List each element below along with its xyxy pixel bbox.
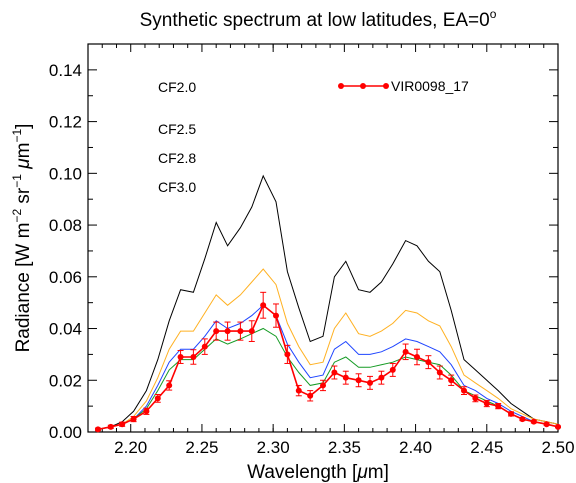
observed-point [107,423,114,430]
legend-observed-dot [360,83,366,89]
observed-point [414,353,420,360]
observed-point [355,377,362,384]
y-tick-label: 0.06 [49,268,82,287]
observed-point [154,395,161,402]
observed-point [472,395,479,402]
observed-series [94,291,561,433]
observed-point [461,387,467,394]
observed-point [190,353,197,360]
observed-point [295,387,302,394]
observed-point [273,312,279,319]
x-tick-label: 2.35 [328,438,361,457]
x-tick-label: 2.45 [470,438,503,457]
observed-point [166,382,173,389]
observed-point [213,328,220,335]
plot-frame [87,43,559,433]
legend-observed-dot [383,83,389,89]
observed-point [508,410,514,417]
observed-point [284,351,291,358]
observed-point [389,366,396,373]
observed-point [495,403,502,410]
x-tick-label: 2.40 [399,438,432,457]
series-line-cf28 [97,304,559,430]
observed-point [320,382,326,389]
legend-cf28: CF2.8 [158,150,196,166]
legend-observed-dot [338,83,344,89]
legend-observed: VIR0098_17 [338,78,469,94]
observed-point [530,418,537,425]
observed-point [130,416,137,423]
observed-point [402,348,409,355]
observed-point [237,328,244,335]
observed-point [248,328,255,335]
observed-point [177,353,184,360]
observed-point [436,369,443,376]
y-tick-label: 0.04 [49,320,82,339]
observed-point [94,426,101,433]
observed-point [543,421,550,428]
observed-point [224,328,231,335]
y-tick-label: 0.00 [49,423,82,442]
series-line-cf30 [97,327,559,430]
observed-point [342,374,349,381]
y-tick-label: 0.08 [49,216,82,235]
y-tick-label: 0.10 [49,164,82,183]
observed-point [143,408,150,415]
x-tick-label: 2.30 [257,438,290,457]
legend-observed-label: VIR0098_17 [391,78,469,94]
legend-cf30: CF3.0 [158,179,196,195]
series-line-cf25 [97,268,559,430]
x-tick-label: 2.20 [114,438,147,457]
y-tick-label: 0.14 [49,61,82,80]
model-series [97,174,559,430]
legend-cf20: CF2.0 [158,79,196,95]
observed-point [519,416,526,423]
observed-point [119,421,126,428]
observed-point [367,379,373,386]
observed-point [555,423,561,430]
observed-point [425,359,432,366]
y-tick-label: 0.02 [49,371,82,390]
x-tick-label: 2.25 [185,438,218,457]
observed-point [448,377,455,384]
chart-title: Synthetic spectrum at low latitudes, EA=… [140,7,497,31]
series-line-cf20 [97,174,559,430]
observed-point [331,369,338,376]
observed-line [97,304,559,431]
x-axis-label: Wavelength [μm] [247,462,389,483]
observed-point [201,343,208,350]
legend-cf25: CF2.5 [158,121,196,137]
observed-point [307,392,314,399]
observed-point [483,400,490,407]
y-axis-label: Radiance [W m−2 sr−1 μm−1] [10,124,34,353]
observed-point [378,374,385,381]
y-tick-label: 0.12 [49,113,82,132]
x-tick-label: 2.50 [541,438,574,457]
observed-point [260,302,267,309]
